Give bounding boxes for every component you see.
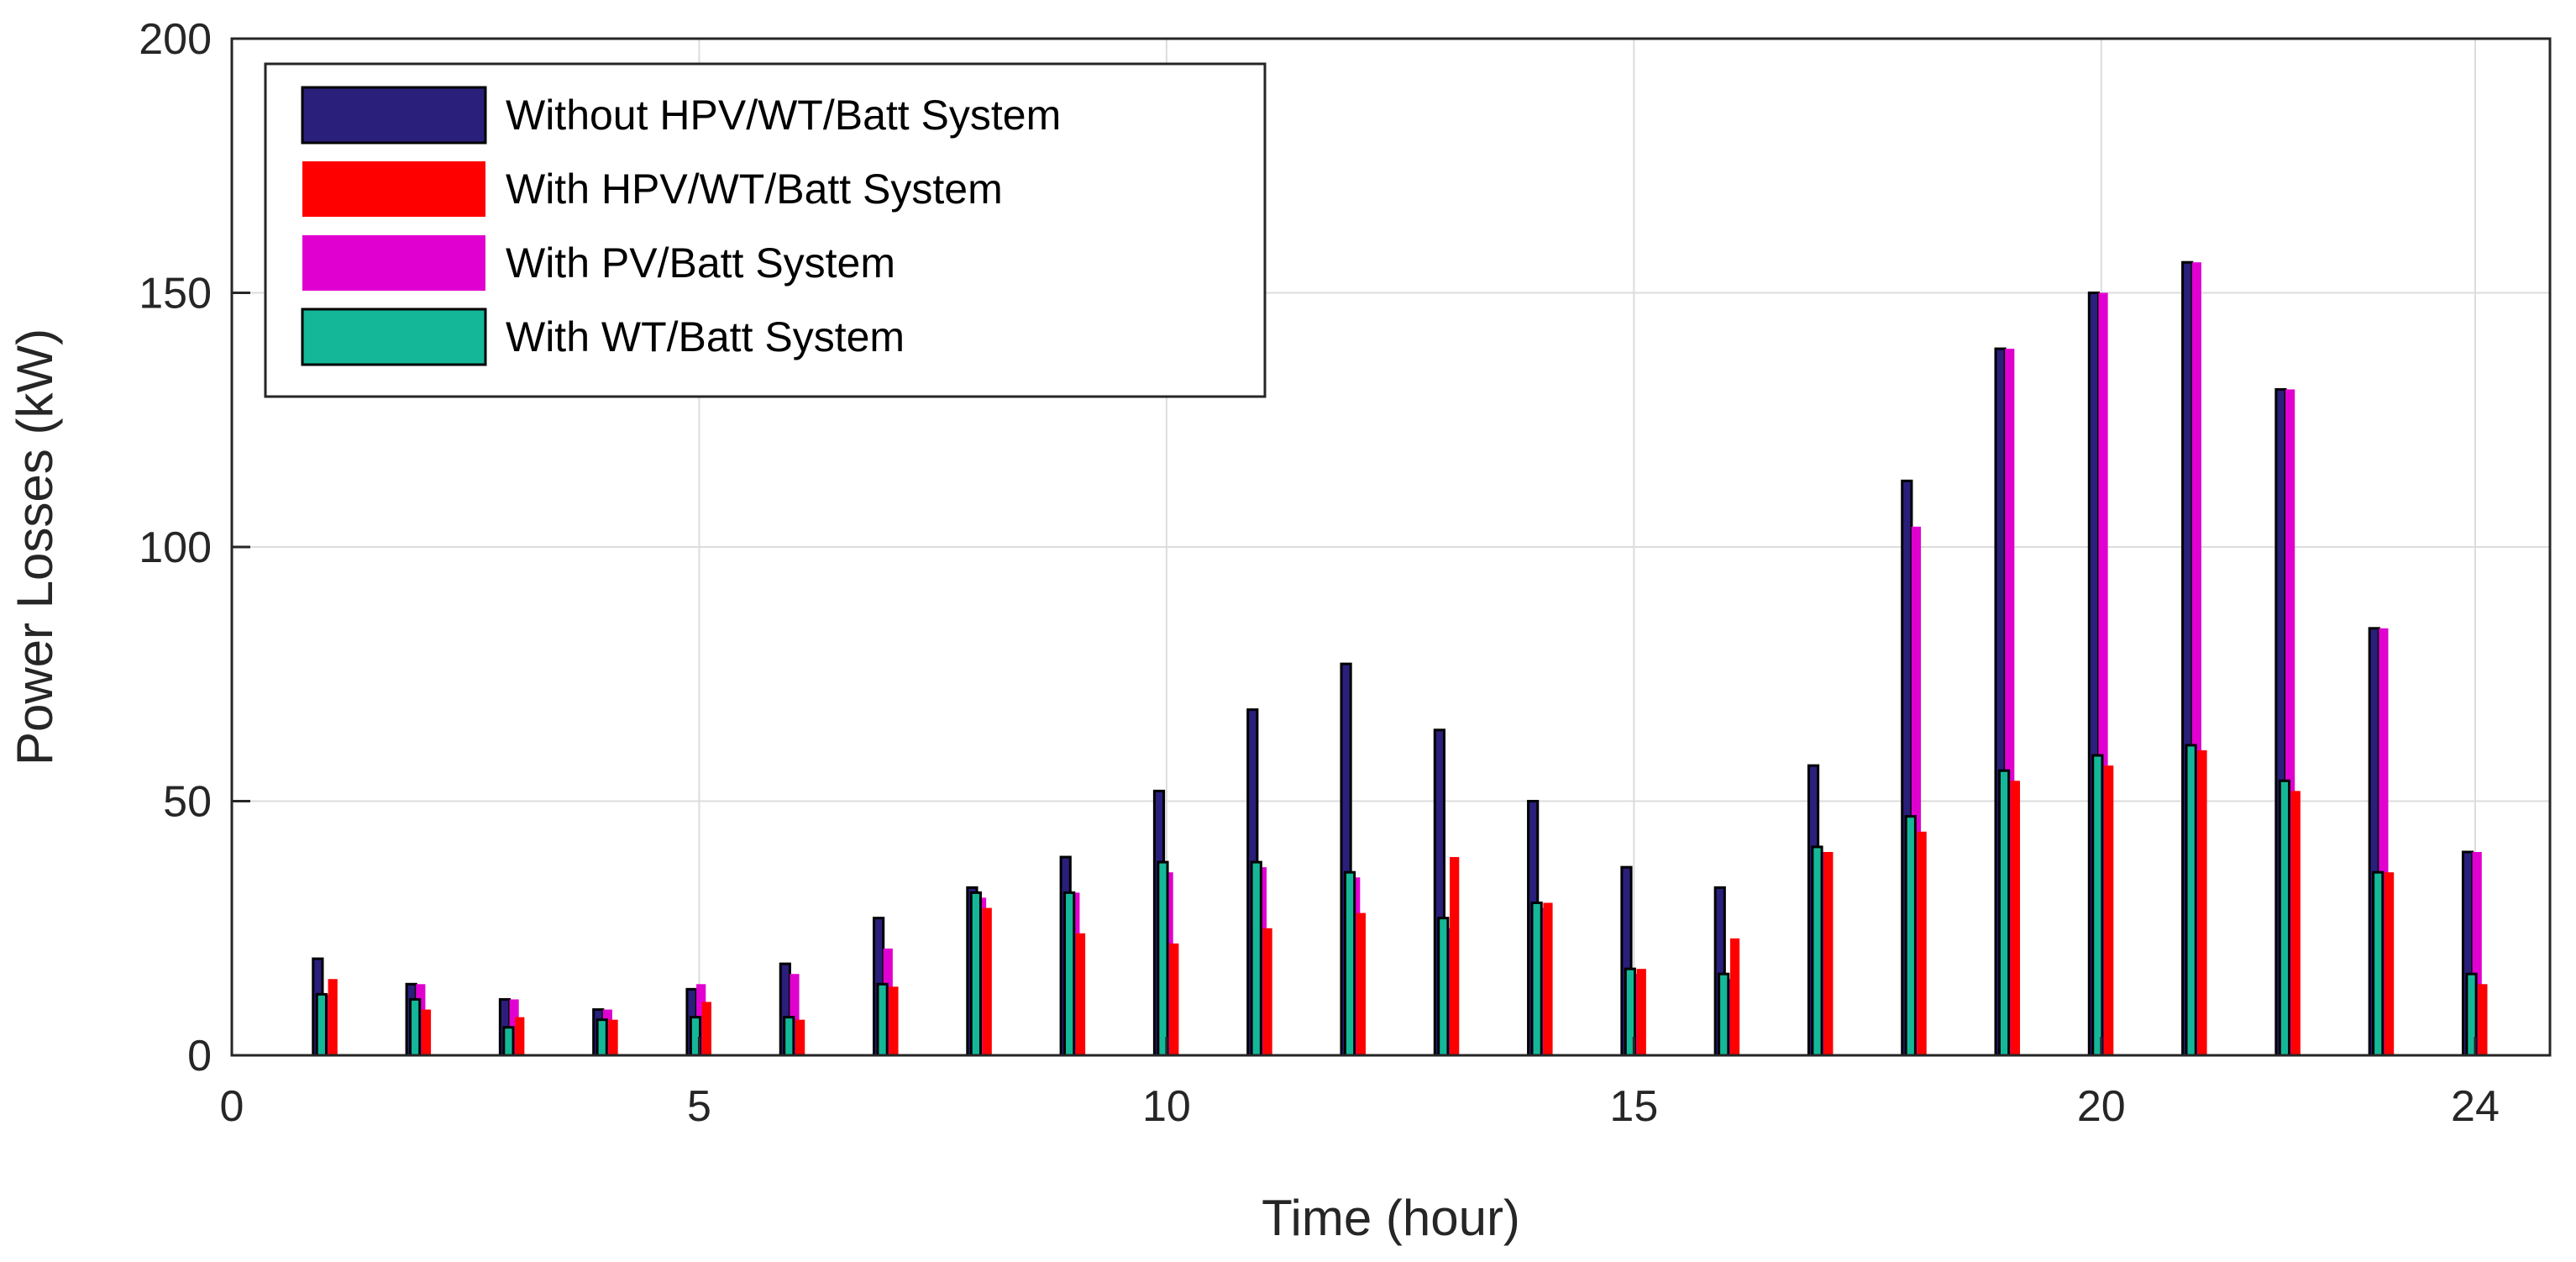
bar-with-hpv-wt-batt-system-hour-11 (1262, 928, 1272, 1055)
x-tick-label: 24 (2451, 1082, 2500, 1131)
y-tick-label: 200 (139, 15, 212, 64)
x-tick-label: 20 (2077, 1082, 2126, 1131)
x-tick-label: 15 (1609, 1082, 1658, 1131)
bar-with-hpv-wt-batt-system-hour-9 (1075, 933, 1086, 1055)
bar-with-hpv-wt-batt-system-hour-14 (1543, 902, 1553, 1055)
bar-with-wt-batt-system-hour-19 (1997, 769, 2011, 1057)
bar-with-wt-batt-system-hour-4 (595, 1018, 608, 1057)
bar-with-pv-batt-system-hour-18 (1911, 526, 1922, 1055)
bar-with-wt-batt-system-hour-16 (1718, 972, 1730, 1057)
bar-with-hpv-wt-batt-system-hour-2 (421, 1009, 432, 1055)
bar-with-wt-batt-system-hour-3 (502, 1026, 515, 1057)
bar-with-hpv-wt-batt-system-hour-5 (701, 1002, 711, 1055)
bar-with-hpv-wt-batt-system-hour-15 (1636, 969, 1646, 1055)
x-tick-label: 0 (220, 1082, 244, 1131)
bar-with-hpv-wt-batt-system-hour-13 (1450, 857, 1460, 1055)
bar-with-wt-batt-system-hour-13 (1437, 917, 1450, 1057)
bar-with-hpv-wt-batt-system-hour-18 (1917, 831, 1927, 1055)
legend-swatch (302, 235, 485, 291)
bar-with-hpv-wt-batt-system-hour-12 (1356, 912, 1366, 1055)
legend-label: With PV/Batt System (506, 239, 895, 287)
bar-with-hpv-wt-batt-system-hour-21 (2197, 750, 2207, 1055)
bar-with-pv-batt-system-hour-20 (2098, 292, 2108, 1055)
bar-with-pv-batt-system-hour-23 (2379, 628, 2389, 1055)
bar-with-hpv-wt-batt-system-hour-3 (515, 1017, 525, 1055)
bar-with-wt-batt-system-hour-10 (1157, 860, 1169, 1057)
bar-with-hpv-wt-batt-system-hour-22 (2290, 791, 2301, 1055)
bar-with-wt-batt-system-hour-17 (1811, 845, 1823, 1057)
bar-with-pv-batt-system-hour-19 (2005, 349, 2015, 1055)
bar-with-wt-batt-system-hour-9 (1063, 891, 1076, 1057)
bar-with-pv-batt-system-hour-22 (2285, 389, 2295, 1055)
legend-swatch (302, 161, 485, 217)
bar-with-wt-batt-system-hour-18 (1904, 815, 1917, 1057)
y-axis-title: Power Losses (kW) (7, 329, 63, 765)
bar-with-hpv-wt-batt-system-hour-4 (608, 1019, 618, 1055)
bar-with-wt-batt-system-hour-12 (1343, 870, 1356, 1057)
bar-with-hpv-wt-batt-system-hour-7 (889, 986, 899, 1055)
bar-with-wt-batt-system-hour-6 (783, 1016, 795, 1057)
bar-with-pv-batt-system-hour-24 (2472, 852, 2482, 1055)
bars (312, 260, 2488, 1057)
y-tick-label: 100 (139, 523, 212, 572)
legend-label: Without HPV/WT/Batt System (506, 92, 1061, 139)
bar-with-wt-batt-system-hour-21 (2185, 744, 2197, 1057)
y-tick-label: 50 (163, 778, 212, 827)
legend-swatch (301, 308, 487, 366)
bar-with-hpv-wt-batt-system-hour-16 (1729, 938, 1740, 1055)
legend-swatch (301, 86, 487, 145)
bar-with-wt-batt-system-hour-7 (876, 982, 889, 1057)
bar-with-hpv-wt-batt-system-hour-6 (795, 1019, 805, 1055)
x-tick-label: 5 (687, 1082, 711, 1131)
bar-with-wt-batt-system-hour-8 (969, 891, 982, 1057)
x-axis-title: Time (hour) (1262, 1190, 1520, 1246)
bar-with-wt-batt-system-hour-2 (409, 997, 422, 1057)
bar-with-hpv-wt-batt-system-hour-8 (982, 907, 992, 1055)
bar-with-hpv-wt-batt-system-hour-19 (2010, 781, 2021, 1055)
bar-with-pv-batt-system-hour-21 (2191, 262, 2201, 1055)
bar-with-wt-batt-system-hour-14 (1530, 902, 1543, 1057)
bar-with-wt-batt-system-hour-11 (1250, 860, 1262, 1057)
y-tick-label: 150 (139, 270, 212, 318)
bar-with-pv-batt-system-hour-6 (790, 974, 800, 1055)
bar-with-hpv-wt-batt-system-hour-10 (1169, 943, 1179, 1055)
bar-with-hpv-wt-batt-system-hour-17 (1823, 852, 1834, 1055)
legend-label: With HPV/WT/Batt System (506, 166, 1003, 213)
bar-with-wt-batt-system-hour-20 (2091, 754, 2104, 1057)
bar-with-wt-batt-system-hour-22 (2278, 779, 2291, 1057)
bar-with-hpv-wt-batt-system-hour-1 (328, 979, 338, 1055)
bar-with-wt-batt-system-hour-23 (2372, 870, 2385, 1057)
bar-with-hpv-wt-batt-system-hour-20 (2104, 765, 2114, 1055)
bar-with-hpv-wt-batt-system-hour-23 (2384, 872, 2395, 1055)
legend-label: With WT/Batt System (506, 313, 905, 360)
bar-with-hpv-wt-batt-system-hour-24 (2478, 984, 2488, 1055)
bar-with-wt-batt-system-hour-1 (315, 992, 328, 1057)
y-tick-label: 0 (187, 1032, 212, 1081)
x-tick-label: 10 (1142, 1082, 1191, 1131)
legend: Without HPV/WT/Batt System With HPV/WT/Ba… (264, 62, 1267, 398)
axis-ticks: 0 5 10 15 20 24 0 50 100 150 200 (139, 15, 2500, 1131)
